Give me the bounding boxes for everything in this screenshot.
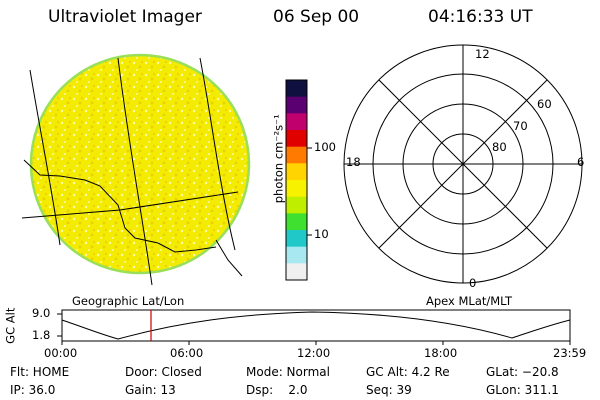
altitude-plot-frame xyxy=(61,309,571,342)
colorbar-band xyxy=(286,246,307,264)
mlt-label-18: 18 xyxy=(346,155,361,169)
instrument-title: Ultraviolet Imager xyxy=(48,7,202,27)
colorbar-band xyxy=(286,130,307,148)
coastline xyxy=(23,159,217,253)
glon-info: GLon: 311.1 xyxy=(486,383,559,397)
meridian-line xyxy=(199,57,236,251)
xtick-label: 23:59 xyxy=(553,346,587,360)
apex-label: Apex MLat/MLT xyxy=(426,294,513,308)
mlat-label-80: 80 xyxy=(492,140,507,154)
mlt-label-0: 0 xyxy=(469,276,477,290)
door-info: Door: Closed xyxy=(125,365,202,379)
colorbar-band xyxy=(286,213,307,231)
time-label: 04:16:33 UT xyxy=(428,7,533,27)
seq-info: Seq: 39 xyxy=(366,383,412,397)
meridian-line xyxy=(117,57,153,286)
ip-info: IP: 36.0 xyxy=(10,383,56,397)
xtick-label: 06:00 xyxy=(170,346,204,360)
colorbar-frame xyxy=(285,79,308,281)
polar-plot xyxy=(343,44,583,284)
mlat-label-60: 60 xyxy=(537,97,552,111)
colorbar-label: photon cm⁻²s⁻¹ xyxy=(271,114,286,204)
mlt-label-12: 12 xyxy=(475,47,490,61)
colorbar-tick-label: 10 xyxy=(314,227,329,241)
colorbar xyxy=(286,80,307,281)
coastline xyxy=(215,239,243,277)
gcalt-info: GC Alt: 4.2 Re xyxy=(366,365,450,379)
meridian-line xyxy=(29,69,61,246)
geographic-label: Geographic Lat/Lon xyxy=(72,294,185,308)
date-label: 06 Sep 00 xyxy=(273,7,360,27)
geographic-grid xyxy=(21,57,243,286)
mlt-label-6: 6 xyxy=(577,155,585,169)
colorbar-band xyxy=(286,146,307,164)
colorbar-band xyxy=(286,230,307,248)
colorbar-band xyxy=(286,163,307,181)
altitude-ylabel: GC Alt xyxy=(3,307,18,344)
ytick-label: 1.8 xyxy=(32,328,51,342)
xtick-label: 00:00 xyxy=(44,346,78,360)
mode-info: Mode: Normal xyxy=(246,365,330,379)
altitude-curve xyxy=(61,311,571,340)
colorbar-band xyxy=(286,196,307,214)
mlat-label-70: 70 xyxy=(513,119,528,133)
colorbar-band xyxy=(286,80,307,98)
colorbar-tick-label: 100 xyxy=(314,140,336,154)
glat-info: GLat: −20.8 xyxy=(486,365,559,379)
flt-info: Flt: HOME xyxy=(10,365,70,379)
dsp-info: Dsp: 2.0 xyxy=(246,383,308,397)
ytick-label: 9.0 xyxy=(32,306,51,320)
earth-disk-image xyxy=(29,53,251,275)
xtick-label: 18:00 xyxy=(424,346,458,360)
gain-info: Gain: 13 xyxy=(125,383,176,397)
colorbar-band xyxy=(286,96,307,114)
colorbar-band xyxy=(286,263,307,281)
colorbar-band xyxy=(286,180,307,198)
xtick-label: 12:00 xyxy=(297,346,331,360)
colorbar-band xyxy=(286,113,307,131)
